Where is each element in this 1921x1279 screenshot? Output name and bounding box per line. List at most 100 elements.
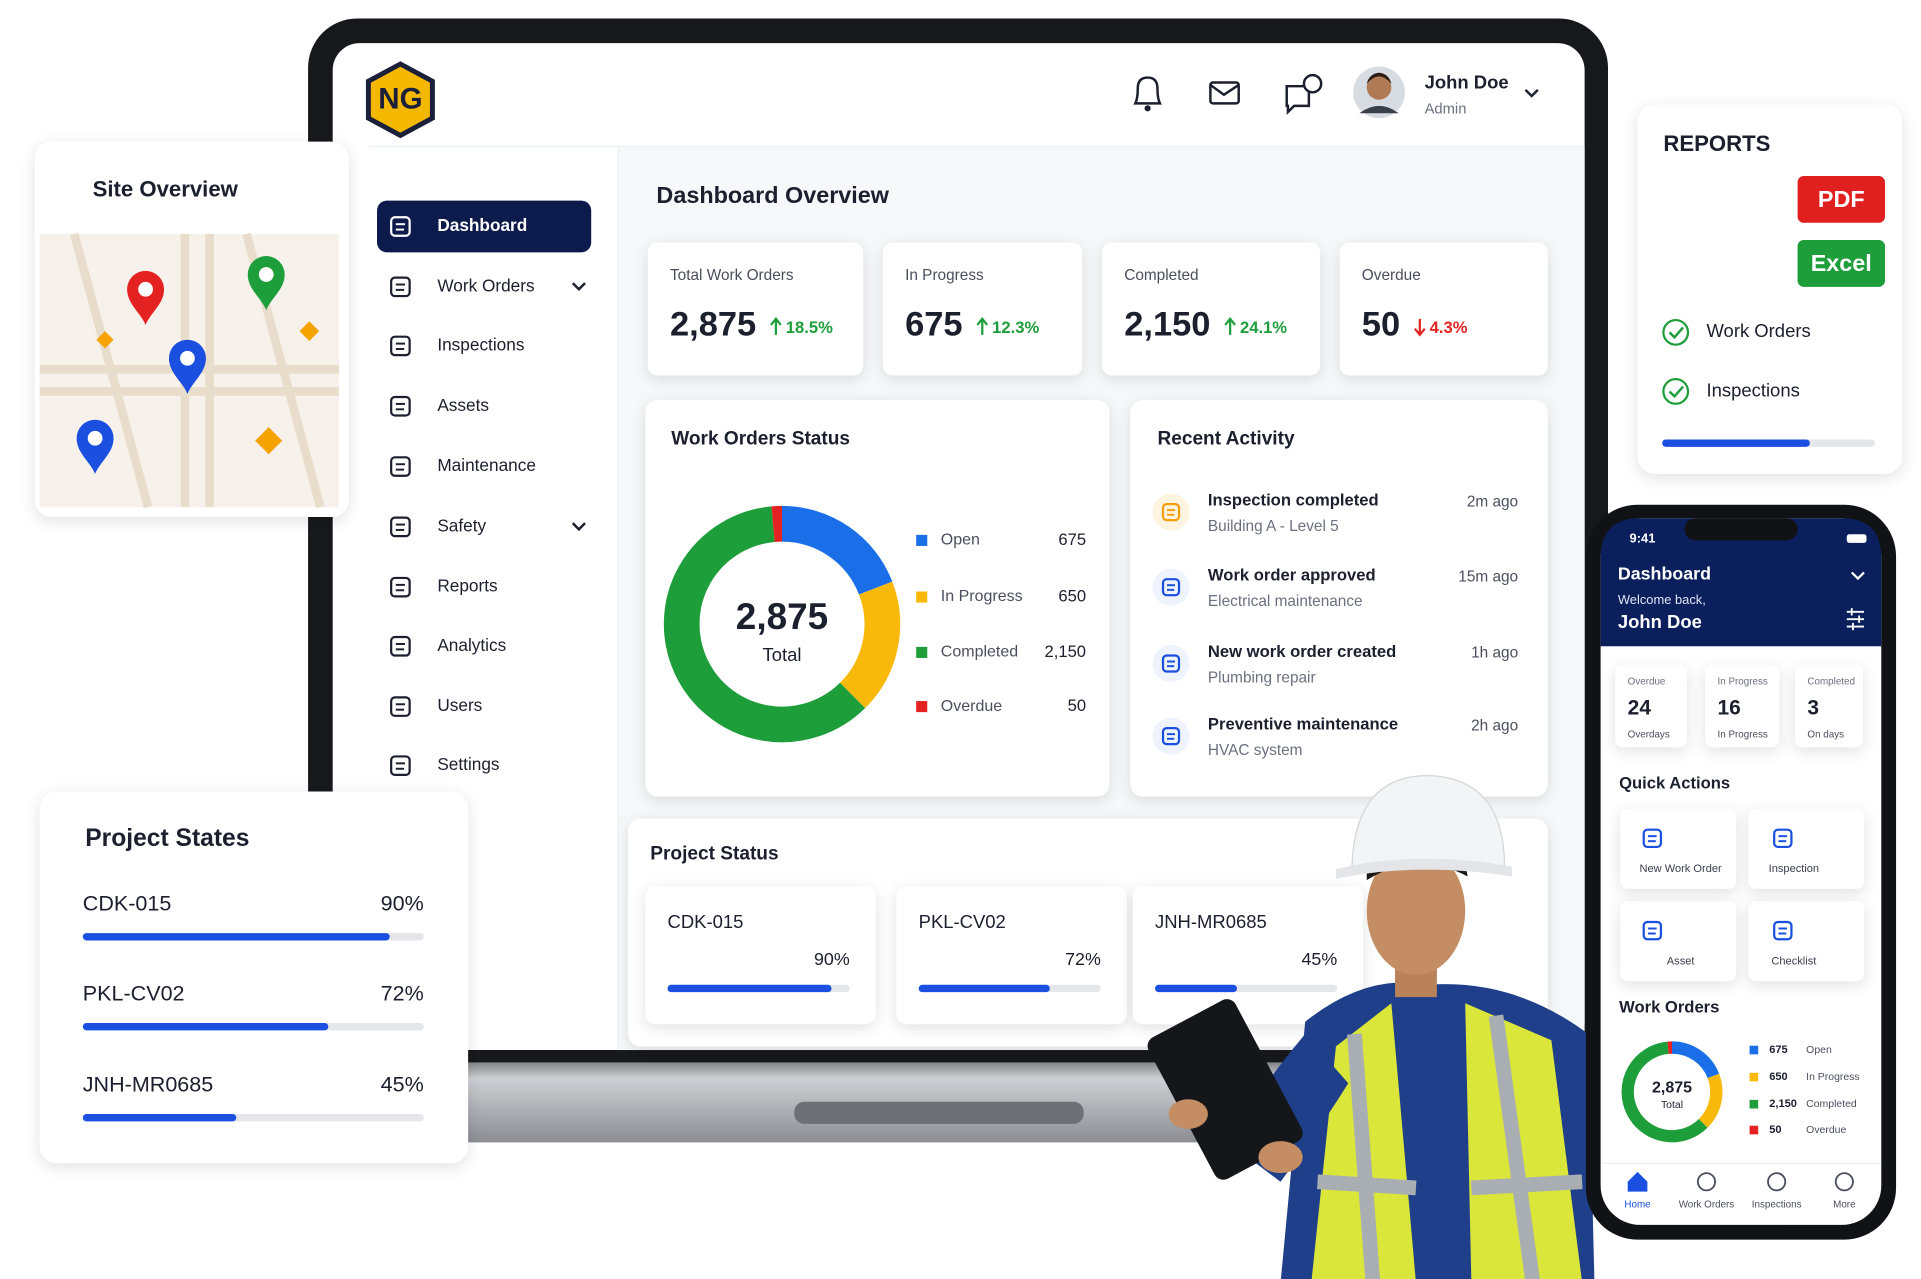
nav-label[interactable]: Dashboard (437, 215, 527, 235)
quick-action[interactable]: Inspection (1748, 808, 1865, 889)
card-bg (1130, 400, 1548, 797)
legend-name: In Progress (941, 588, 1023, 605)
quick-action[interactable]: New Work Order (1620, 808, 1737, 889)
notification-icon[interactable] (1133, 76, 1162, 112)
nav-label[interactable]: Work Orders (437, 275, 534, 295)
phone-stat-label: In Progress (1718, 677, 1768, 688)
phone-stat-sub: On days (1807, 729, 1844, 740)
stat-value: 50 (1362, 305, 1400, 343)
nav-label[interactable]: Assets (437, 395, 489, 415)
phone-legend-item: 50 Overdue (1749, 1124, 1846, 1136)
stat-label: In Progress (905, 267, 984, 284)
progress-fill (82, 1022, 329, 1031)
report-item: Work Orders (1662, 318, 1811, 346)
activity-icon (1161, 578, 1181, 597)
nav-icon (1834, 1172, 1854, 1192)
phone-nav-item[interactable]: More (1833, 1172, 1856, 1211)
phone-time: 9:41 (1630, 531, 1656, 546)
legend-swatch (1749, 1045, 1759, 1055)
report-button[interactable]: Excel (1797, 240, 1885, 287)
quick-action-bg (1620, 808, 1737, 889)
phone-nav-item[interactable]: Home (1624, 1171, 1651, 1211)
project-status: Project Status CDK-015 90% PKL-CV02 72% JNH-M… (628, 818, 1548, 1047)
nav-label[interactable]: Users (437, 695, 482, 715)
project-name: CDK-015 (83, 891, 172, 915)
nav-item[interactable]: Maintenance (390, 455, 536, 477)
quick-action-icon (1773, 920, 1793, 941)
nav-label[interactable]: Settings (437, 754, 499, 774)
mail-icon[interactable] (1209, 81, 1240, 105)
chat-icon[interactable] (1285, 73, 1323, 115)
pin-shape (76, 419, 114, 474)
phone-nav-label[interactable]: More (1833, 1200, 1856, 1211)
project-percent: 72% (381, 981, 424, 1005)
quick-action[interactable]: Checklist (1748, 901, 1865, 982)
nav-item[interactable]: Dashboard (377, 200, 592, 253)
nav-label[interactable]: Maintenance (437, 455, 536, 475)
nav-item[interactable]: Inspections (390, 334, 524, 357)
phone-chevron (1850, 571, 1865, 581)
phone-nav-item[interactable]: Work Orders (1679, 1172, 1735, 1211)
mail-flap (1209, 83, 1240, 97)
phone-nav-label[interactable]: Inspections (1752, 1200, 1802, 1211)
progress-fill (82, 933, 390, 941)
stat-card: Total Work Orders 2,875 18.5% (647, 242, 864, 376)
icon-outline (390, 456, 411, 477)
quick-action-label[interactable]: Inspection (1769, 863, 1819, 875)
nav-item[interactable]: Assets (390, 395, 489, 417)
activity-icon (1161, 654, 1181, 673)
trend-arrow (976, 317, 989, 335)
phone-battery (1846, 534, 1867, 543)
user-menu-chevron[interactable] (1524, 88, 1539, 98)
activity-icon-bg (1152, 568, 1190, 606)
nav-label[interactable]: Reports (437, 576, 497, 596)
donut-segment (663, 506, 866, 743)
donut-total-label: Total (763, 644, 802, 665)
quick-action-label[interactable]: New Work Order (1640, 863, 1722, 875)
nav-item[interactable]: Safety (390, 515, 586, 538)
stat-change: 24.1% (1240, 318, 1287, 337)
activity-time: 1h ago (1471, 645, 1518, 662)
icon-outline (1642, 828, 1663, 849)
worker-vest (1311, 1003, 1582, 1279)
nav-item[interactable]: Analytics (390, 635, 506, 657)
nav-label[interactable]: Analytics (437, 635, 506, 655)
report-button[interactable]: PDF (1797, 176, 1885, 223)
icon-outline (390, 576, 411, 598)
helmet-dome (1351, 774, 1506, 869)
stat-card-bg (1339, 242, 1548, 376)
nav-label[interactable]: Inspections (437, 334, 524, 354)
nav-icon (1767, 1172, 1787, 1192)
phone-greeting: Welcome back, (1618, 592, 1706, 607)
phone-nav-label[interactable]: Work Orders (1679, 1200, 1735, 1211)
map-marker (96, 331, 114, 349)
phone-nav-label[interactable]: Home (1624, 1200, 1651, 1211)
nav-item[interactable]: Users (390, 695, 482, 717)
project-percent: 72% (1065, 949, 1101, 969)
project-state-item: JNH-MR0685 45% (82, 1072, 424, 1122)
quick-action-label[interactable]: Checklist (1771, 955, 1816, 967)
nav-label[interactable]: Safety (437, 515, 486, 535)
icon-outline (1161, 654, 1181, 673)
stat-change: 18.5% (786, 318, 833, 337)
phone-nav-item[interactable]: Inspections (1752, 1172, 1802, 1211)
stat-value: 2,875 (670, 305, 756, 343)
legend-name: Overdue (941, 698, 1002, 715)
legend-name: Overdue (1806, 1125, 1846, 1136)
project-name: PKL-CV02 (83, 981, 185, 1005)
icon-outline (390, 335, 411, 357)
nav-item[interactable]: Reports (390, 576, 498, 598)
nav-item[interactable]: Work Orders (390, 275, 586, 298)
button-label[interactable]: PDF (1818, 186, 1865, 212)
nav-active-bg (377, 200, 592, 253)
legend-item: Open 675 (916, 530, 1086, 549)
quick-action[interactable]: Asset (1620, 901, 1737, 982)
project-name: JNH-MR0685 (1155, 911, 1267, 932)
worker-illustration (1147, 774, 1595, 1279)
nav-item[interactable]: Settings (390, 754, 500, 777)
button-label[interactable]: Excel (1811, 250, 1872, 276)
nav-icon (390, 696, 411, 717)
quick-action-label[interactable]: Asset (1667, 955, 1695, 967)
project-state-item: PKL-CV02 72% (82, 981, 424, 1031)
